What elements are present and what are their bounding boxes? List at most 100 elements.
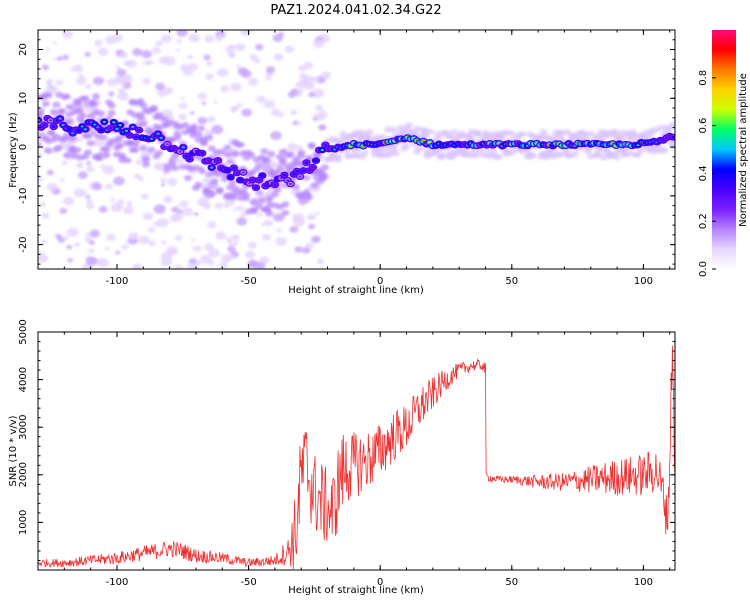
spectrogram-noise-blob — [86, 165, 95, 173]
spectrogram-ridge-core — [210, 166, 214, 169]
spectrogram-noise-blob — [276, 228, 282, 233]
spectrogram-noise-blob — [236, 64, 241, 69]
spectrogram-halo-blob — [147, 146, 156, 153]
spectrogram-y-tick-label: -20 — [18, 236, 29, 252]
spectrogram-noise-blob — [62, 30, 73, 39]
spectrogram-noise-blob — [213, 100, 218, 104]
spectrogram-halo-blob — [86, 140, 95, 147]
spectrogram-halo-blob — [276, 165, 285, 172]
snr-y-tick-label: 3000 — [18, 414, 29, 439]
spectrogram-noise-blob — [193, 212, 199, 216]
spectrogram-halo-blob — [360, 150, 369, 157]
spectrogram-halo-blob — [115, 134, 124, 141]
spectrogram-noise-blob — [176, 30, 188, 37]
spectrogram-ridge-core — [102, 120, 106, 124]
spectrogram-noise-blob — [73, 64, 84, 73]
spectrogram-halo-blob — [84, 133, 93, 140]
spectrogram-ridge-core — [282, 173, 286, 177]
spectrogram-halo-blob — [65, 103, 74, 110]
spectrogram-noise-blob — [240, 69, 252, 79]
spectrogram-noise-blob — [215, 231, 227, 240]
spectrogram-halo-blob — [123, 157, 132, 164]
spectrogram-noise-blob — [112, 34, 123, 42]
spectrogram-noise-blob — [128, 232, 139, 241]
spectrogram-halo-blob — [273, 186, 282, 193]
spectrogram-halo-blob — [44, 92, 53, 99]
spectrogram-noise-blob — [275, 237, 288, 246]
spectrogram-noise-blob — [205, 73, 214, 81]
spectrogram-noise-blob — [142, 77, 151, 85]
spectrogram-halo-blob — [189, 125, 198, 132]
spectrogram-halo-blob — [570, 151, 579, 158]
spectrogram-noise-blob — [312, 39, 325, 48]
spectrogram-noise-blob — [110, 203, 123, 213]
spectrogram-noise-blob — [104, 247, 110, 251]
spectrogram-noise-blob — [41, 239, 47, 244]
spectrogram-ridge-core — [285, 179, 290, 182]
spectrogram-noise-blob — [138, 235, 150, 245]
spectrogram-x-tick-label: 0 — [377, 276, 383, 287]
snr-x-tick-label: 0 — [377, 577, 383, 588]
spectrogram-halo-blob — [265, 210, 274, 217]
spectrogram-noise-blob — [41, 64, 50, 71]
spectrogram-noise-blob — [221, 253, 233, 263]
spectrogram-noise-blob — [117, 91, 129, 101]
spectrogram-halo-blob — [62, 93, 71, 100]
spectrogram-noise-blob — [162, 172, 167, 176]
snr-x-tick-label: 50 — [505, 577, 518, 588]
spectrogram-noise-blob — [160, 177, 167, 183]
spectrogram-ridge-core — [99, 129, 103, 132]
spectrogram-ridge-core — [206, 159, 211, 162]
spectrogram-noise-blob — [180, 96, 185, 100]
spectrogram-halo-blob — [97, 110, 106, 117]
chart-title: PAZ1.2024.041.02.34.G22 — [270, 3, 441, 18]
spectrogram-noise-blob — [239, 212, 247, 218]
spectrogram-noise-blob — [63, 235, 69, 240]
spectrogram-noise-blob — [97, 47, 109, 56]
spectrogram-noise-blob — [206, 116, 216, 123]
spectrogram-noise-blob — [190, 111, 195, 115]
spectrogram-noise-blob — [135, 159, 143, 165]
spectrogram-noise-blob — [52, 57, 57, 61]
spectrogram-noise-blob — [206, 61, 213, 66]
spectrogram-noise-blob — [142, 61, 148, 65]
spectrogram-noise-blob — [104, 183, 113, 190]
spectrogram-noise-blob — [66, 244, 73, 250]
snr-x-tick-label: 100 — [634, 577, 653, 588]
snr-frame — [37, 331, 676, 571]
spectrogram-ridge-core — [229, 176, 233, 179]
spectrogram-x-tick-label: -100 — [106, 276, 129, 287]
spectrogram-halo-blob — [278, 157, 287, 164]
spectrogram-noise-blob — [179, 200, 189, 208]
spectrogram-noise-blob — [290, 109, 298, 116]
spectrogram-halo-blob — [402, 143, 411, 150]
spectrogram-noise-blob — [86, 198, 93, 204]
spectrogram-halo-blob — [215, 186, 224, 193]
spectrogram-halo-blob — [378, 134, 387, 141]
spectrogram-noise-blob — [85, 84, 92, 90]
spectrogram-halo-blob — [131, 140, 140, 147]
spectrogram-halo-blob — [249, 206, 258, 213]
spectrogram-noise-blob — [59, 207, 68, 214]
spectrogram-noise-blob — [181, 207, 193, 217]
spectrogram-noise-blob — [132, 264, 138, 269]
spectrogram-ridge-core — [323, 143, 328, 147]
spectrogram-noise-blob — [231, 234, 240, 242]
spectrogram-noise-blob — [299, 73, 309, 81]
spectrogram-halo-blob — [226, 158, 235, 165]
spectrogram-halo-blob — [270, 191, 279, 198]
spectrogram-halo-blob — [68, 135, 77, 142]
spectrogram-noise-blob — [76, 76, 87, 85]
spectrogram-ridge-core — [124, 129, 129, 132]
spectrogram-noise-blob — [316, 258, 325, 265]
spectrogram-noise-blob — [318, 113, 326, 120]
spectrogram-noise-blob — [92, 182, 102, 191]
spectrogram-noise-blob — [178, 113, 187, 121]
spectrogram-halo-blob — [170, 165, 179, 172]
spectrogram-halo-blob — [260, 148, 269, 155]
spectrogram-ridge-core — [165, 143, 170, 146]
spectrogram-ridge-core — [254, 186, 258, 189]
spectrogram-halo-blob — [118, 152, 127, 159]
spectrogram-noise-blob — [187, 263, 199, 269]
